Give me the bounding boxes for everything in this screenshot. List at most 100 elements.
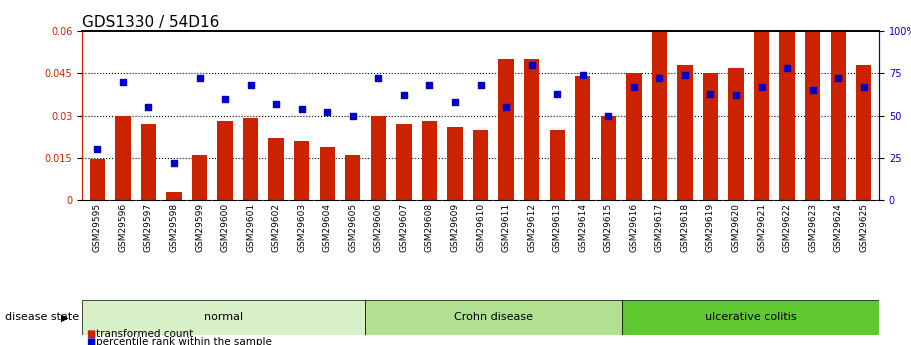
- Point: [780, 66, 794, 71]
- Point: [141, 104, 156, 110]
- Text: GSM29607: GSM29607: [399, 203, 408, 252]
- Point: [550, 91, 565, 96]
- Point: [243, 82, 258, 88]
- Bar: [600, 116, 616, 200]
- Bar: [651, 31, 667, 200]
- Text: GSM29598: GSM29598: [169, 203, 179, 252]
- Bar: [754, 17, 769, 200]
- Text: GSM29624: GSM29624: [834, 203, 843, 252]
- Text: GSM29616: GSM29616: [630, 203, 639, 252]
- Point: [90, 147, 105, 152]
- Text: GSM29618: GSM29618: [681, 203, 690, 252]
- Bar: [575, 76, 590, 200]
- Point: [269, 101, 283, 107]
- Bar: [805, 22, 820, 200]
- Point: [345, 113, 360, 118]
- Point: [218, 96, 232, 101]
- Text: normal: normal: [204, 313, 243, 322]
- Bar: [856, 65, 872, 200]
- Bar: [269, 138, 284, 200]
- Text: GSM29600: GSM29600: [220, 203, 230, 252]
- Text: GSM29604: GSM29604: [322, 203, 332, 252]
- Point: [447, 99, 462, 105]
- Text: GSM29622: GSM29622: [783, 203, 792, 252]
- Text: GSM29596: GSM29596: [118, 203, 128, 252]
- Text: GSM29610: GSM29610: [476, 203, 485, 252]
- Text: GSM29608: GSM29608: [425, 203, 434, 252]
- Text: Crohn disease: Crohn disease: [454, 313, 533, 322]
- Point: [805, 87, 820, 93]
- Bar: [364, 300, 622, 335]
- Bar: [780, 3, 794, 200]
- Bar: [345, 155, 361, 200]
- Bar: [831, 22, 846, 200]
- Text: GSM29615: GSM29615: [604, 203, 613, 252]
- Bar: [115, 116, 130, 200]
- Point: [499, 104, 514, 110]
- Bar: [192, 155, 207, 200]
- Text: ■: ■: [87, 337, 96, 345]
- Bar: [320, 147, 335, 200]
- Bar: [167, 191, 181, 200]
- Point: [474, 82, 488, 88]
- Point: [831, 76, 845, 81]
- Text: GSM29595: GSM29595: [93, 203, 102, 252]
- Bar: [473, 130, 488, 200]
- Text: GSM29612: GSM29612: [527, 203, 537, 252]
- Point: [678, 72, 692, 78]
- Bar: [626, 73, 641, 200]
- Bar: [89, 159, 105, 200]
- Text: GSM29597: GSM29597: [144, 203, 153, 252]
- Text: GSM29621: GSM29621: [757, 203, 766, 252]
- Text: ulcerative colitis: ulcerative colitis: [705, 313, 796, 322]
- Bar: [702, 73, 718, 200]
- Point: [396, 92, 411, 98]
- Text: transformed count: transformed count: [96, 329, 193, 338]
- Point: [576, 72, 590, 78]
- Text: GSM29623: GSM29623: [808, 203, 817, 252]
- Text: GSM29617: GSM29617: [655, 203, 664, 252]
- Point: [754, 84, 769, 90]
- Text: GSM29619: GSM29619: [706, 203, 715, 252]
- Bar: [549, 130, 565, 200]
- Point: [371, 76, 385, 81]
- Point: [627, 84, 641, 90]
- Text: GSM29613: GSM29613: [553, 203, 562, 252]
- Text: GSM29602: GSM29602: [271, 203, 281, 252]
- Point: [422, 82, 436, 88]
- Text: GSM29609: GSM29609: [451, 203, 459, 252]
- Text: percentile rank within the sample: percentile rank within the sample: [96, 337, 271, 345]
- Point: [703, 91, 718, 96]
- Bar: [396, 124, 412, 200]
- Bar: [294, 141, 310, 200]
- Bar: [524, 59, 539, 200]
- Bar: [622, 300, 879, 335]
- Point: [729, 92, 743, 98]
- Text: ■: ■: [87, 329, 96, 338]
- Point: [167, 160, 181, 166]
- Point: [294, 106, 309, 111]
- Text: GDS1330 / 54D16: GDS1330 / 54D16: [82, 15, 220, 30]
- Point: [320, 109, 334, 115]
- Text: GSM29625: GSM29625: [859, 203, 868, 252]
- Text: GSM29614: GSM29614: [578, 203, 588, 252]
- Point: [652, 76, 667, 81]
- Point: [192, 76, 207, 81]
- Point: [856, 84, 871, 90]
- Bar: [141, 124, 156, 200]
- Bar: [677, 65, 692, 200]
- Text: ▶: ▶: [61, 313, 68, 322]
- Text: GSM29603: GSM29603: [297, 203, 306, 252]
- Text: GSM29620: GSM29620: [732, 203, 741, 252]
- Bar: [218, 121, 232, 200]
- Bar: [422, 121, 437, 200]
- Text: GSM29599: GSM29599: [195, 203, 204, 252]
- Text: GSM29601: GSM29601: [246, 203, 255, 252]
- Point: [116, 79, 130, 85]
- Bar: [447, 127, 463, 200]
- Point: [525, 62, 539, 68]
- Bar: [729, 68, 743, 200]
- Text: GSM29606: GSM29606: [374, 203, 383, 252]
- Bar: [498, 59, 514, 200]
- Bar: [371, 116, 386, 200]
